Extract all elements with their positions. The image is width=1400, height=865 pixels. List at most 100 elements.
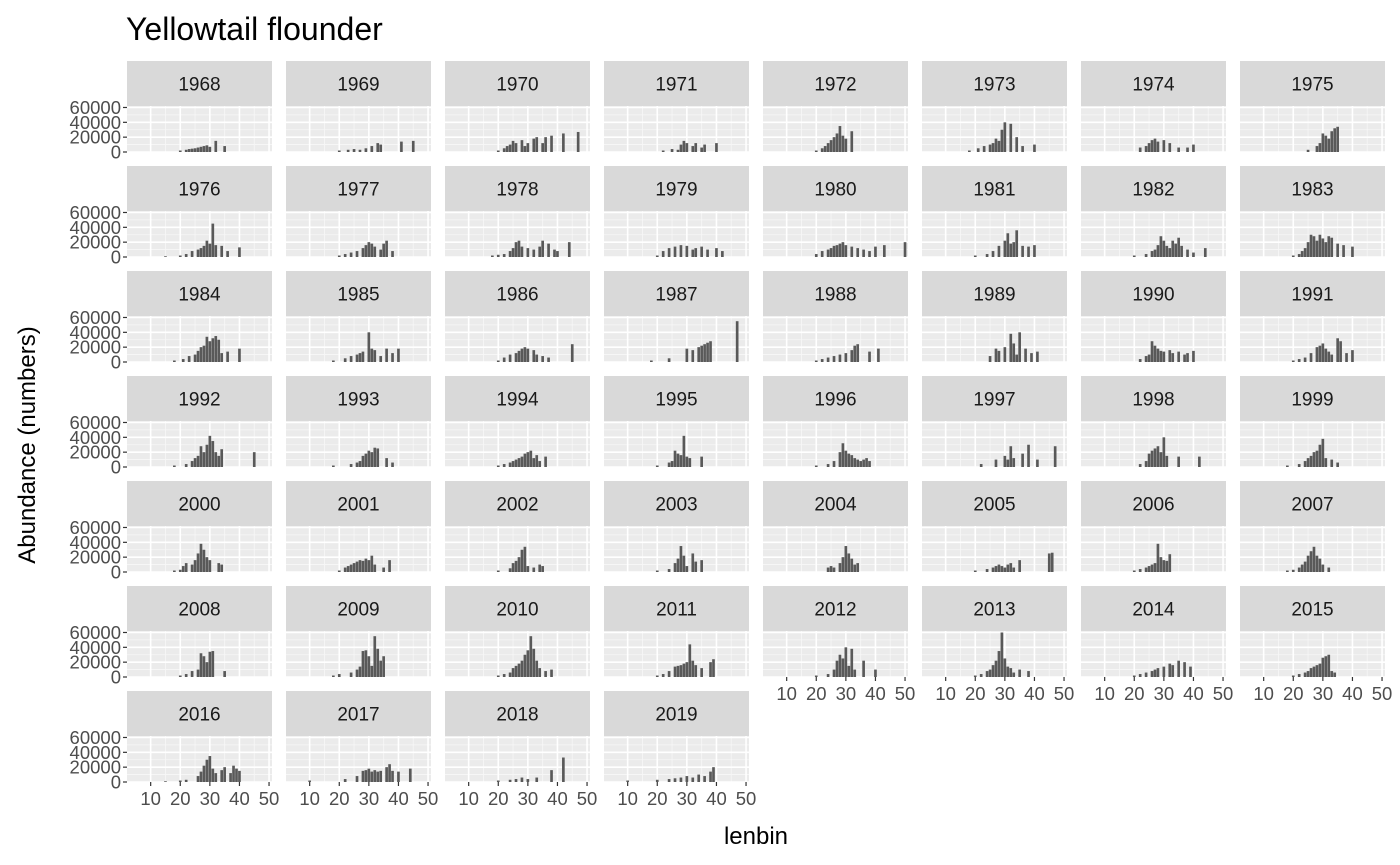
bar (205, 444, 209, 467)
bar (1053, 446, 1057, 467)
bar (400, 141, 403, 152)
bar (523, 546, 527, 572)
y-tick-label: 20000 (70, 232, 121, 253)
bar (1138, 674, 1142, 677)
bar (199, 146, 203, 152)
bar (1327, 236, 1331, 257)
bar (706, 249, 709, 257)
x-tick-label: 10 (458, 788, 479, 809)
bar (514, 353, 518, 362)
bar (868, 251, 871, 257)
bar (508, 251, 512, 257)
bar (364, 148, 368, 152)
bar (826, 249, 830, 257)
bar (223, 767, 226, 782)
facet-panel-2011: 2011 (604, 586, 749, 678)
panel-background (763, 211, 908, 257)
bar (517, 663, 521, 677)
bar (1144, 461, 1148, 467)
bar (1162, 666, 1166, 677)
bar (673, 246, 677, 257)
facet-panel-1985: 1985 (286, 271, 431, 363)
bar (1006, 564, 1010, 572)
facet-panel-1981: 1981 (922, 166, 1067, 258)
strip-label: 2005 (973, 495, 1015, 516)
bar (208, 435, 212, 467)
x-tick-label: 10 (1094, 683, 1115, 704)
bar (850, 648, 854, 677)
bar (541, 566, 544, 572)
bar (523, 654, 527, 677)
bar (370, 771, 374, 782)
bar (538, 246, 542, 257)
facet-panel-2017: 2017 10 20 30 40 50 (286, 691, 438, 809)
bar (826, 143, 830, 152)
bar (496, 675, 500, 677)
bar (1168, 350, 1172, 362)
x-tick-label: 40 (865, 683, 886, 704)
facet-panel-1998: 1998 (1081, 376, 1226, 468)
y-tick-label: 60000 (70, 622, 121, 643)
bar (408, 768, 412, 782)
bar (1030, 353, 1033, 362)
bar (361, 351, 365, 362)
strip-label: 2008 (178, 600, 220, 621)
strip-label: 2004 (814, 495, 857, 516)
bar (358, 149, 362, 152)
bar (976, 148, 980, 152)
bar (832, 137, 836, 152)
bar (655, 465, 659, 467)
bar (1003, 347, 1007, 362)
bar (1153, 249, 1157, 257)
bar (184, 779, 188, 782)
bar (691, 350, 695, 362)
bar (208, 146, 212, 152)
bar (1033, 245, 1036, 257)
facet-panel-1972: 1972 (763, 61, 908, 153)
bar (691, 553, 695, 572)
bar (211, 223, 215, 257)
strip-background (445, 691, 590, 736)
bar (1003, 240, 1007, 257)
bar (532, 648, 536, 677)
bar (988, 356, 992, 362)
bar (229, 773, 232, 782)
bar (376, 771, 380, 782)
bar (1174, 243, 1178, 257)
bar (1186, 353, 1189, 362)
facet-panel-2012: 2012 10 20 30 40 50 (763, 586, 915, 704)
bar (1000, 129, 1004, 152)
bar (1168, 248, 1172, 257)
bar (667, 569, 671, 572)
bar (382, 567, 385, 572)
bar (184, 674, 188, 677)
bar (532, 138, 536, 152)
panel-background (286, 316, 431, 362)
bar (508, 568, 512, 572)
y-tick-label: 40000 (70, 532, 121, 553)
strip-label: 2014 (1132, 600, 1175, 621)
strip-label: 1975 (1291, 75, 1333, 96)
bar (535, 455, 539, 467)
bar (1165, 560, 1169, 572)
bar (514, 459, 518, 467)
bar (1009, 668, 1013, 677)
strip-label: 1973 (973, 75, 1015, 96)
bar (1306, 149, 1310, 152)
bar (1033, 144, 1036, 152)
strip-label: 2013 (973, 600, 1015, 621)
panel-background (1240, 106, 1385, 152)
bar (1003, 122, 1007, 152)
bar (343, 358, 347, 362)
bar (520, 348, 524, 362)
strip-background (1240, 481, 1385, 526)
bar (1021, 453, 1024, 467)
bar (196, 669, 200, 677)
bar (862, 660, 865, 677)
bar (1342, 245, 1345, 257)
strip-background (445, 481, 590, 526)
strip-background (922, 376, 1067, 421)
bar (370, 555, 374, 572)
bar (178, 675, 182, 677)
bar (379, 660, 383, 677)
